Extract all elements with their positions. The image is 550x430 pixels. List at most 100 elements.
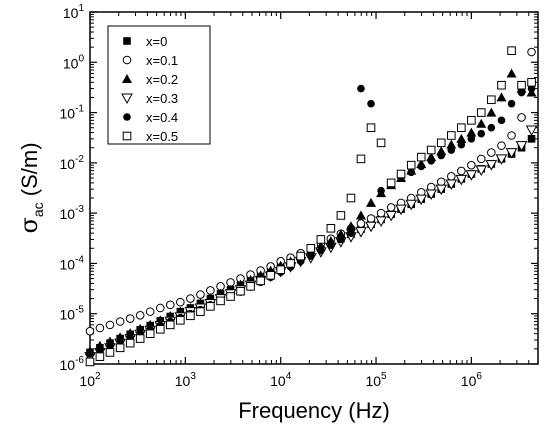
data-point bbox=[307, 244, 315, 252]
data-point bbox=[498, 142, 506, 150]
data-point bbox=[136, 311, 144, 319]
legend-marker bbox=[123, 132, 131, 140]
data-point bbox=[468, 161, 476, 169]
data-point bbox=[528, 78, 536, 86]
legend-label: x=0 bbox=[146, 34, 167, 49]
legend-marker bbox=[123, 37, 131, 45]
data-point bbox=[458, 141, 466, 149]
y-tick-label: 100 bbox=[63, 53, 85, 71]
data-point bbox=[217, 297, 225, 305]
data-point bbox=[337, 236, 345, 244]
data-point bbox=[347, 194, 355, 202]
x-tick-label: 102 bbox=[79, 371, 101, 389]
data-point bbox=[357, 155, 365, 163]
data-point bbox=[207, 287, 215, 295]
data-point bbox=[447, 146, 455, 154]
x-tick-label: 104 bbox=[270, 371, 292, 389]
legend: x=0x=0.1x=0.2x=0.3x=0.4x=0.5 bbox=[108, 26, 210, 144]
data-point bbox=[407, 161, 415, 169]
data-point bbox=[437, 178, 445, 186]
data-point bbox=[86, 350, 94, 358]
data-point bbox=[207, 303, 215, 311]
data-point bbox=[187, 312, 195, 320]
y-axis-unit: (S/m) bbox=[17, 142, 42, 202]
data-point bbox=[287, 260, 295, 268]
data-point bbox=[417, 153, 425, 161]
data-point bbox=[197, 291, 205, 299]
data-point bbox=[267, 272, 275, 280]
data-point bbox=[347, 229, 355, 237]
data-point bbox=[518, 114, 526, 122]
data-point bbox=[468, 135, 476, 143]
data-point bbox=[367, 100, 375, 108]
data-point bbox=[498, 117, 506, 125]
x-tick-label: 103 bbox=[175, 371, 197, 389]
data-point bbox=[126, 315, 134, 323]
data-point bbox=[427, 146, 435, 154]
data-point bbox=[488, 149, 496, 157]
data-point bbox=[116, 318, 124, 326]
data-point bbox=[498, 81, 506, 89]
y-tick-label: 10-5 bbox=[60, 305, 85, 323]
x-tick-label: 105 bbox=[365, 371, 387, 389]
data-point bbox=[357, 220, 365, 228]
y-axis-title: σac (S/m) bbox=[15, 142, 46, 233]
data-point bbox=[86, 358, 94, 366]
data-point bbox=[508, 100, 516, 108]
data-point bbox=[317, 236, 325, 244]
legend-marker bbox=[123, 113, 131, 121]
data-point bbox=[317, 247, 325, 255]
x-axis-title: Frequency (Hz) bbox=[238, 398, 390, 423]
data-point bbox=[367, 124, 375, 132]
x-tick-label: 106 bbox=[461, 371, 483, 389]
y-tick-label: 10-1 bbox=[60, 104, 85, 122]
legend-label: x=0.1 bbox=[146, 53, 178, 68]
data-point bbox=[227, 293, 235, 301]
data-point bbox=[247, 283, 255, 291]
data-point bbox=[187, 295, 195, 303]
data-point bbox=[387, 179, 395, 187]
data-point bbox=[477, 155, 485, 163]
data-point bbox=[237, 287, 245, 295]
data-point bbox=[477, 109, 485, 117]
data-point bbox=[177, 298, 185, 306]
data-point bbox=[468, 117, 476, 125]
data-point bbox=[377, 187, 385, 195]
data-point bbox=[447, 132, 455, 140]
data-point bbox=[518, 81, 526, 89]
data-point bbox=[437, 152, 445, 160]
data-point bbox=[407, 168, 415, 176]
data-point bbox=[357, 85, 365, 93]
y-tick-label: 10-2 bbox=[60, 154, 85, 172]
legend-label: x=0.5 bbox=[146, 129, 178, 144]
data-point bbox=[367, 215, 375, 223]
data-point bbox=[116, 344, 124, 352]
data-point bbox=[417, 163, 425, 171]
data-point bbox=[257, 277, 265, 285]
data-point bbox=[96, 324, 104, 332]
data-point bbox=[146, 330, 154, 338]
data-point bbox=[458, 167, 466, 175]
data-point bbox=[488, 96, 496, 104]
y-tick-label: 101 bbox=[63, 3, 85, 21]
y-tick-label: 10-4 bbox=[60, 254, 85, 272]
data-point bbox=[106, 321, 114, 329]
data-point bbox=[96, 353, 104, 361]
data-point bbox=[477, 130, 485, 138]
legend-marker bbox=[123, 56, 131, 64]
data-point bbox=[427, 157, 435, 165]
data-point bbox=[447, 173, 455, 181]
data-point bbox=[508, 132, 516, 140]
y-tick-label: 10-3 bbox=[60, 204, 85, 222]
data-point bbox=[136, 335, 144, 343]
data-point bbox=[166, 301, 174, 309]
data-point bbox=[106, 349, 114, 357]
legend-label: x=0.2 bbox=[146, 72, 178, 87]
data-point bbox=[327, 241, 335, 249]
data-point bbox=[86, 327, 94, 335]
data-point bbox=[146, 308, 154, 316]
y-tick-label: 10-6 bbox=[60, 355, 85, 373]
y-axis-symbol: σ bbox=[15, 217, 43, 233]
data-point bbox=[387, 204, 395, 212]
y-axis-subscript: ac bbox=[30, 202, 46, 217]
